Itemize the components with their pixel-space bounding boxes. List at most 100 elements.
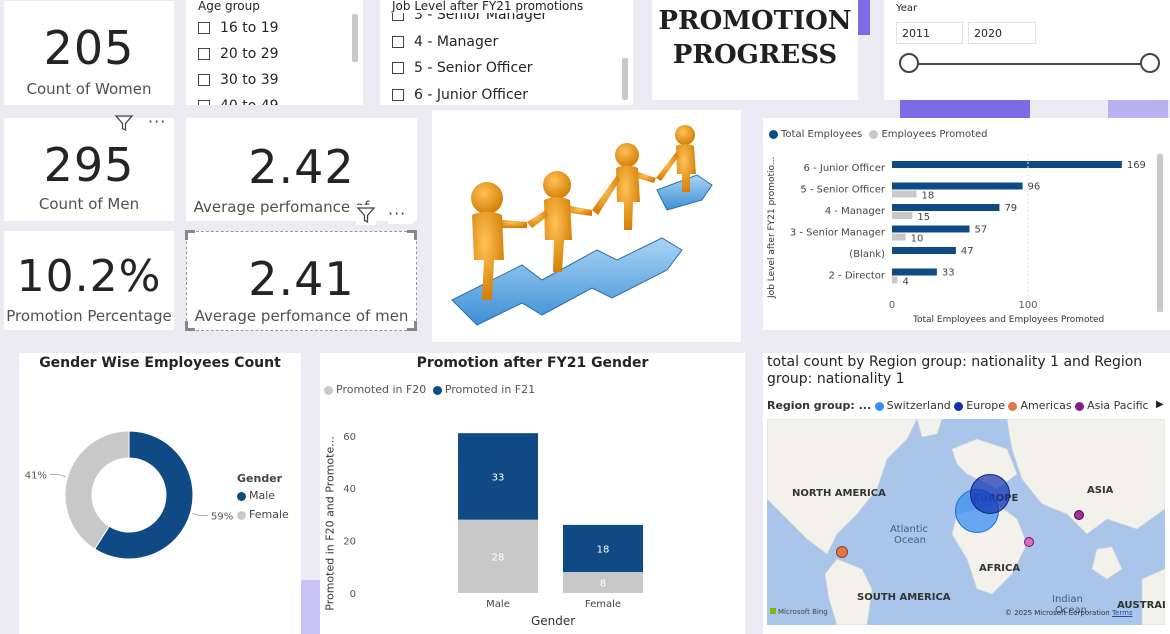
selection-handle[interactable] <box>407 328 417 331</box>
x-tick-label: Female <box>585 599 621 610</box>
age-option-label: 16 to 19 <box>220 20 279 36</box>
y-tick-label: 6 - Junior Officer <box>804 163 886 174</box>
filter-icon[interactable] <box>356 205 376 225</box>
legend-item[interactable]: Asia Pacific <box>1075 399 1149 412</box>
y-tick-label: 60 <box>343 432 356 443</box>
selection-handle[interactable] <box>185 328 195 331</box>
legend-item[interactable]: Promoted in F20 <box>324 383 426 396</box>
year-start-input[interactable]: 2011 <box>896 22 963 44</box>
selection-handle[interactable] <box>414 230 417 240</box>
y-tick-label: 5 - Senior Officer <box>800 185 886 196</box>
region-map[interactable]: total count by Region group: nationality… <box>763 353 1170 634</box>
bar-data-label: 33 <box>942 268 955 279</box>
age-option[interactable]: 16 to 19 <box>198 17 279 39</box>
job-level-bar-chart[interactable]: Total Employees Employees Promoted 6 - J… <box>763 118 1170 330</box>
bar-data-label: 169 <box>1127 160 1146 171</box>
year-slicer[interactable]: Year 2011 2020 <box>884 0 1170 100</box>
column-promoted-f20 <box>563 572 643 593</box>
legend-label: Americas <box>1020 399 1072 412</box>
donut-slice-male <box>94 430 194 560</box>
column-data-label: 18 <box>597 544 610 555</box>
legend-item[interactable]: Total Employees <box>769 129 862 140</box>
job-slicer-scrollbar[interactable] <box>622 58 628 100</box>
donut-chart-title: Gender Wise Employees Count <box>39 355 281 371</box>
more-options-icon[interactable]: ··· <box>388 204 414 224</box>
avg-performance-men-card[interactable]: 2.41 Average perfomance of men <box>186 231 417 331</box>
legend-item[interactable]: Americas <box>1008 399 1072 412</box>
map-bubble-asia-pacific[interactable] <box>1024 537 1034 547</box>
checkbox-icon[interactable] <box>392 62 404 74</box>
selection-handle[interactable] <box>414 321 417 331</box>
checkbox-icon[interactable] <box>198 48 210 60</box>
chevron-right-icon[interactable]: ▶ <box>1156 399 1164 410</box>
legend-dot-icon <box>237 491 246 501</box>
selection-handle[interactable] <box>185 321 188 331</box>
job-level-option[interactable]: 6 - Junior Officer <box>392 84 528 105</box>
map-bubble-europe[interactable] <box>970 474 1010 514</box>
column-data-label: 33 <box>492 472 505 483</box>
terms-link[interactable]: Terms <box>1111 609 1133 617</box>
selection-handle[interactable] <box>185 230 188 240</box>
checkbox-icon[interactable] <box>198 74 210 86</box>
promotion-gender-column-chart[interactable]: Promotion after FY21 Gender Promoted in … <box>320 353 745 634</box>
legend-item[interactable]: Employees Promoted <box>869 129 988 140</box>
gender-donut-chart[interactable]: Gender Wise Employees Count 59% 41% Gende… <box>19 353 301 634</box>
legend-dot-icon <box>324 385 333 395</box>
y-tick-label: 4 - Manager <box>825 206 886 217</box>
bar-total-employees <box>892 247 956 254</box>
age-option[interactable]: 20 to 29 <box>198 43 279 65</box>
map-canvas[interactable]: NORTH AMERICA EUROPE ASIA Atlantic Ocean… <box>767 419 1165 625</box>
column-chart-y-axis-title: Promoted in F20 and Promote... <box>323 436 337 611</box>
map-bubble-americas[interactable] <box>836 546 848 558</box>
legend-item[interactable]: Promoted in F21 <box>432 383 535 396</box>
y-tick-label: 3 - Senior Manager <box>790 228 886 239</box>
selection-handle[interactable] <box>407 230 417 233</box>
background-accent <box>900 100 1030 118</box>
job-level-option-label: 5 - Senior Officer <box>414 60 533 76</box>
job-level-title: Job Level after FY21 promotions <box>392 0 632 13</box>
donut-plot: 59% 41% <box>25 430 233 560</box>
map-label-ocean: Ocean <box>1055 605 1087 616</box>
year-end-input[interactable]: 2020 <box>968 22 1036 44</box>
legend-dot-icon <box>869 129 879 139</box>
age-option[interactable]: 30 to 39 <box>198 69 279 91</box>
bar-chart-scrollbar[interactable] <box>1157 154 1163 312</box>
job-level-slicer[interactable]: 3 - Senior Manager Job Level after FY21 … <box>380 0 633 105</box>
filter-icon[interactable] <box>114 113 134 133</box>
age-slicer-scrollbar[interactable] <box>352 14 358 62</box>
year-start-handle[interactable] <box>899 53 919 73</box>
count-women-value: 205 <box>43 21 135 75</box>
checkbox-icon[interactable] <box>198 100 210 105</box>
checkbox-icon[interactable] <box>198 22 210 34</box>
column-chart-x-axis-title: Gender <box>531 614 576 628</box>
year-end-handle[interactable] <box>1140 53 1160 73</box>
count-men-card[interactable]: 295 Count of Men <box>4 118 174 221</box>
count-men-label: Count of Men <box>38 195 140 213</box>
year-range-track <box>910 63 1150 65</box>
y-tick-label: 40 <box>343 484 356 495</box>
job-level-option[interactable]: 4 - Manager <box>392 31 498 53</box>
legend-label: Switzerland <box>886 399 951 412</box>
more-options-icon[interactable]: ··· <box>148 112 167 131</box>
legend-label: Employees Promoted <box>881 129 988 140</box>
legend-dot-icon <box>1075 401 1085 411</box>
promotion-percentage-card[interactable]: 10.2% Promotion Percentage <box>4 231 174 330</box>
legend-item[interactable]: Europe <box>954 399 1005 412</box>
selection-handle[interactable] <box>185 230 195 233</box>
age-option[interactable]: 40 to 49 <box>198 95 279 105</box>
legend-item[interactable]: Switzerland <box>874 399 951 412</box>
job-level-option[interactable]: 5 - Senior Officer <box>392 57 533 79</box>
checkbox-icon[interactable] <box>392 89 404 101</box>
legend-item[interactable]: Female <box>237 508 289 521</box>
bar-data-label: 47 <box>961 246 974 257</box>
legend-item[interactable]: Male <box>237 489 289 502</box>
legend-label: Asia Pacific <box>1087 399 1149 412</box>
promotion-percentage-value: 10.2% <box>16 251 162 302</box>
count-men-value: 295 <box>43 138 135 192</box>
age-group-slicer[interactable]: Age group 16 to 19 20 to 29 30 to 39 40 … <box>186 0 363 105</box>
avg-performance-women-card[interactable]: 2.42 Average perfomance of <box>186 118 417 221</box>
map-label-north-america: NORTH AMERICA <box>792 488 886 499</box>
count-women-card[interactable]: 205 Count of Women <box>4 1 174 105</box>
map-bubble-asia-pacific[interactable] <box>1074 510 1084 520</box>
checkbox-icon[interactable] <box>392 36 404 48</box>
